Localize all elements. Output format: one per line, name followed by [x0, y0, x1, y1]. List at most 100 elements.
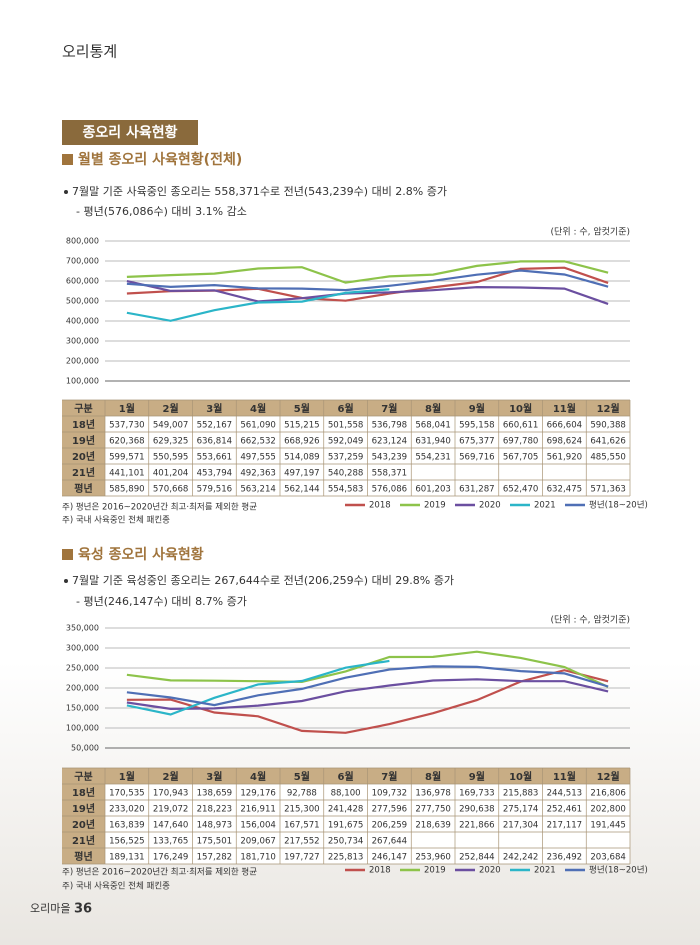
table-row-label: 18년 — [72, 786, 95, 799]
table-cell: 592,049 — [328, 437, 364, 447]
legend-label: 평년(18~20년) — [589, 500, 648, 511]
bullet-text: 7월말 기준 육성중인 종오리는 267,644수로 전년(206,259수) … — [72, 574, 454, 587]
legend-label: 2018 — [369, 866, 391, 876]
table-cell: 631,940 — [415, 437, 451, 447]
table-cell: 543,239 — [372, 453, 408, 463]
table-cell: 537,730 — [109, 421, 145, 431]
page-header: 오리통계 — [62, 43, 117, 61]
y-tick-label: 350,000 — [66, 624, 99, 633]
table-cell: 550,595 — [153, 453, 189, 463]
table-cell: 571,363 — [590, 485, 626, 495]
y-tick-label: 200,000 — [66, 684, 99, 693]
table-cell: 570,668 — [153, 485, 189, 495]
table-cell: 599,571 — [109, 453, 145, 463]
table-cell: 170,535 — [109, 789, 145, 799]
table-month: 10월 — [509, 403, 532, 415]
series-line — [126, 669, 609, 734]
table-cell: 225,813 — [328, 853, 364, 863]
table-cell: 138,659 — [197, 789, 233, 799]
chart-title: 월별 종오리 사육현황(전체) — [78, 151, 242, 168]
table-header: 구분 — [74, 771, 92, 783]
table-cell: 492,363 — [240, 469, 276, 479]
table-cell: 157,282 — [197, 853, 233, 863]
table-cell: 497,197 — [284, 469, 320, 479]
table-cell: 191,675 — [328, 821, 364, 831]
table-cell: 109,732 — [372, 789, 408, 799]
table-cell: 668,926 — [284, 437, 320, 447]
table-month: 2월 — [163, 771, 179, 783]
table-month: 7월 — [381, 403, 397, 415]
table-cell: 563,214 — [240, 485, 276, 495]
table-cell: 191,445 — [590, 821, 626, 831]
table-cell: 218,223 — [197, 805, 233, 815]
table-cell: 553,661 — [197, 453, 233, 463]
table-month: 4월 — [250, 771, 266, 783]
y-tick-label: 200,000 — [66, 357, 99, 366]
y-tick-label: 150,000 — [66, 704, 99, 713]
table-cell: 623,124 — [372, 437, 408, 447]
table-month: 9월 — [469, 771, 485, 783]
table-month: 2월 — [163, 403, 179, 415]
table-cell: 554,231 — [415, 453, 451, 463]
series-line — [126, 280, 609, 305]
y-tick-label: 400,000 — [66, 317, 99, 326]
unit-label: (단위 : 수, 암컷기준) — [551, 614, 630, 626]
table-cell: 441,101 — [109, 469, 145, 479]
table-cell: 169,733 — [459, 789, 495, 799]
chart-title: 육성 종오리 사육현황 — [78, 546, 204, 563]
bullet-dot — [64, 579, 68, 583]
table-cell: 569,716 — [459, 453, 495, 463]
table-month: 5월 — [294, 771, 310, 783]
table-cell: 246,147 — [372, 853, 408, 863]
table-cell: 562,144 — [284, 485, 320, 495]
table-cell: 697,780 — [503, 437, 539, 447]
section-banner — [62, 120, 198, 145]
table-cell: 233,020 — [109, 805, 145, 815]
table-row-label: 20년 — [72, 450, 95, 463]
table-month: 6월 — [338, 771, 354, 783]
table-month: 6월 — [338, 403, 354, 415]
table-cell: 595,158 — [459, 421, 495, 431]
table-cell: 652,470 — [503, 485, 539, 495]
table-month: 7월 — [381, 771, 397, 783]
legend-label: 2020 — [479, 501, 501, 511]
series-line — [126, 659, 390, 716]
table-cell: 401,204 — [153, 469, 189, 479]
table-month: 3월 — [206, 771, 222, 783]
note: 주) 평년은 2016~2020년간 최고·최저를 제외한 평균 — [62, 867, 257, 878]
table-cell: 217,304 — [503, 821, 539, 831]
table-month: 11월 — [553, 771, 576, 783]
table-cell: 156,004 — [240, 821, 276, 831]
legend-label: 2019 — [424, 866, 446, 876]
legend-label: 2019 — [424, 501, 446, 511]
table-cell: 497,555 — [240, 453, 276, 463]
table-cell: 221,866 — [459, 821, 495, 831]
table-cell: 167,571 — [284, 821, 320, 831]
legend-label: 2020 — [479, 866, 501, 876]
series-line — [126, 269, 609, 292]
table-cell: 218,639 — [415, 821, 451, 831]
table-cell: 675,377 — [459, 437, 495, 447]
y-tick-label: 300,000 — [66, 644, 99, 653]
table-header-bg — [62, 400, 630, 416]
table-cell: 514,089 — [284, 453, 320, 463]
table-cell: 561,920 — [547, 453, 583, 463]
table-cell: 250,734 — [328, 837, 364, 847]
table-cell: 92,788 — [287, 789, 317, 799]
table-cell: 175,501 — [197, 837, 233, 847]
table-cell: 662,532 — [240, 437, 276, 447]
table-cell: 197,727 — [284, 853, 320, 863]
table-cell: 579,516 — [197, 485, 233, 495]
section-title: 종오리 사육현황 — [82, 124, 177, 141]
table-cell: 554,583 — [328, 485, 364, 495]
table-cell: 277,750 — [415, 805, 451, 815]
table-row-label: 19년 — [72, 434, 95, 447]
series-line — [126, 288, 390, 322]
table-cell: 206,259 — [372, 821, 408, 831]
table-cell: 636,814 — [197, 437, 233, 447]
table-cell: 215,883 — [503, 789, 539, 799]
legend-label: 평년(18~20년) — [589, 865, 648, 876]
table-row-label: 21년 — [72, 466, 95, 479]
table-cell: 133,765 — [153, 837, 189, 847]
